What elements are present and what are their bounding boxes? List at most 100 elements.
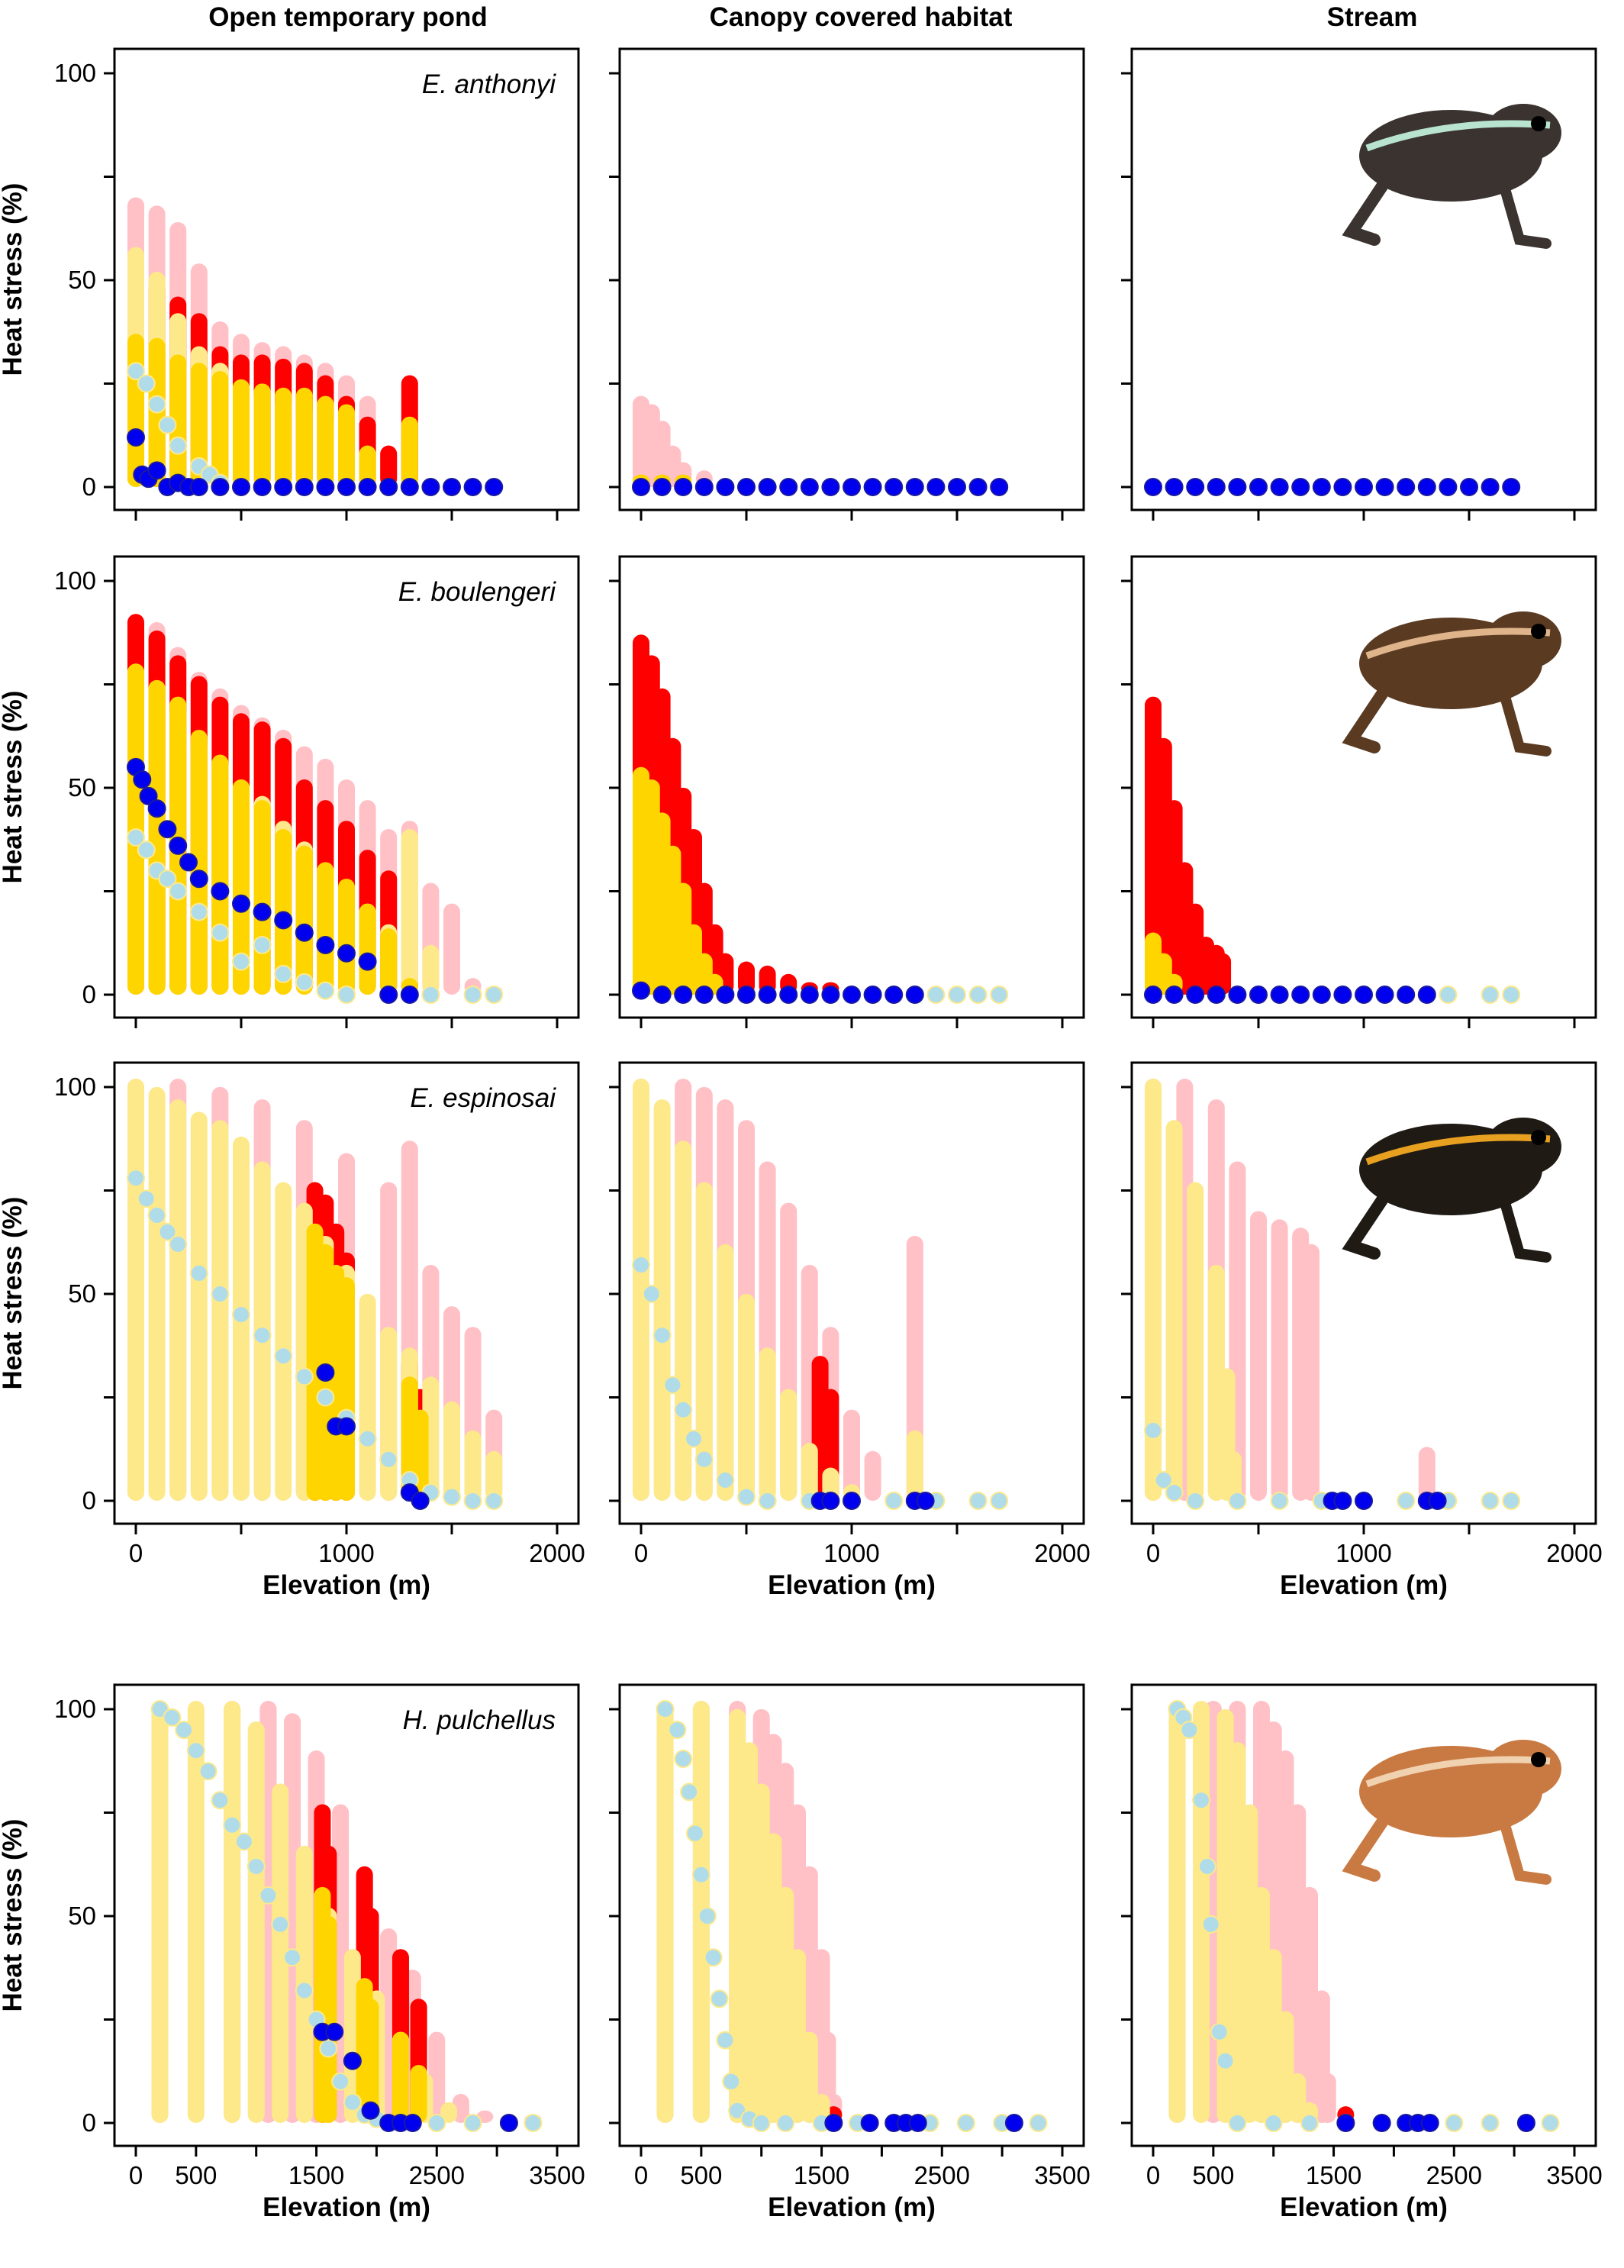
y-tick-label: 100	[54, 59, 96, 87]
series-pink	[633, 395, 713, 487]
point-blue	[716, 478, 735, 496]
point-light_blue	[232, 952, 250, 971]
point-light_yellow	[1168, 1701, 1186, 2123]
point-blue	[1291, 478, 1310, 496]
y-tick-label: 100	[54, 1695, 96, 1723]
series-blue	[810, 1492, 935, 1510]
x-tick-label: 500	[680, 2161, 722, 2189]
point-light_blue	[758, 1492, 777, 1510]
point-light_yellow	[485, 1450, 503, 1501]
point-light_blue	[716, 1470, 735, 1489]
point-blue	[337, 478, 356, 496]
point-blue	[1439, 478, 1458, 496]
point-gold	[359, 903, 376, 995]
point-light_blue	[158, 869, 177, 889]
point-light_blue	[198, 1762, 218, 1781]
point-blue	[1249, 986, 1268, 1004]
point-light_yellow	[759, 1347, 776, 1501]
point-blue	[485, 478, 504, 496]
data-points	[1144, 1079, 1521, 1510]
series-blue	[127, 757, 419, 1004]
point-light_blue	[223, 1815, 242, 1834]
point-blue	[403, 2114, 422, 2132]
point-blue	[400, 986, 419, 1004]
point-pink	[1271, 1219, 1288, 1501]
x-tick-label: 0	[1146, 1539, 1160, 1567]
species-label: E. espinosai	[410, 1083, 556, 1113]
point-light_blue	[668, 1721, 687, 1740]
point-blue	[463, 478, 482, 496]
point-light_blue	[685, 1429, 703, 1448]
panel-2-2	[609, 555, 1085, 1028]
panel-4-3: 0 500 1500 2500 3500 Elevation (m)	[1121, 1683, 1603, 2222]
x-tick-label: 500	[175, 2161, 217, 2189]
point-blue	[863, 478, 882, 496]
point-light_yellow	[190, 1111, 208, 1501]
x-tick-label: 0	[129, 1539, 143, 1567]
x-axis-title: Elevation (m)	[768, 2192, 936, 2222]
point-light_blue	[158, 415, 177, 434]
point-blue	[358, 952, 377, 971]
point-light_blue	[968, 1492, 988, 1510]
point-blue	[800, 478, 819, 496]
y-tick-label: 50	[68, 1279, 96, 1308]
point-light_blue	[169, 436, 188, 455]
point-blue	[1336, 2114, 1355, 2132]
panel-grid: 0 50 100 Heat stress (%) E. anthonyi 0 50 100 He…	[0, 47, 1603, 2222]
point-light_blue	[295, 973, 314, 992]
point-gold	[211, 754, 229, 995]
point-light_blue	[968, 986, 988, 1004]
point-light_blue	[186, 1741, 205, 1760]
point-blue	[361, 2101, 380, 2120]
point-light_yellow	[653, 1099, 671, 1501]
point-blue	[211, 882, 230, 901]
x-axis-title: Elevation (m)	[1280, 2192, 1448, 2222]
point-blue	[179, 853, 198, 872]
point-gold	[211, 371, 229, 487]
point-blue	[1186, 478, 1205, 496]
point-blue	[632, 478, 650, 496]
data-points	[127, 614, 504, 1004]
point-blue	[632, 981, 650, 1000]
series-blue	[632, 981, 924, 1004]
point-blue	[274, 478, 293, 496]
x-tick-label: 1000	[318, 1539, 374, 1567]
point-blue	[843, 986, 861, 1004]
y-axis-title: Heat stress (%)	[0, 691, 27, 884]
x-axis-title: Elevation (m)	[263, 2192, 430, 2222]
point-light_blue	[1197, 1857, 1216, 1876]
point-light_blue	[127, 828, 145, 847]
point-blue	[232, 478, 250, 496]
point-blue	[1004, 2114, 1023, 2132]
point-blue	[211, 478, 230, 496]
point-light_yellow	[717, 1244, 734, 1501]
point-gold	[253, 383, 271, 487]
point-light_blue	[1165, 1483, 1184, 1502]
y-tick-label: 0	[82, 2108, 96, 2137]
point-blue	[316, 478, 335, 496]
data-points	[656, 1700, 1048, 2132]
point-light_blue	[158, 1222, 177, 1241]
x-tick-label: 1000	[823, 1539, 879, 1567]
point-blue	[1516, 2114, 1535, 2132]
point-light_yellow	[272, 1783, 289, 2123]
point-blue	[821, 1492, 840, 1510]
point-light_blue	[990, 1492, 1009, 1510]
point-light_blue	[1192, 1791, 1211, 1810]
point-blue	[1312, 986, 1331, 1004]
point-light_blue	[379, 1450, 398, 1469]
frog-photo-anthonyi	[1342, 104, 1561, 249]
point-blue	[337, 944, 356, 963]
y-tick-label: 50	[68, 773, 96, 802]
point-blue	[316, 935, 335, 954]
point-light_yellow	[169, 1099, 187, 1501]
x-tick-label: 3500	[529, 2161, 585, 2189]
x-tick-label: 1500	[794, 2161, 849, 2189]
point-blue	[253, 478, 272, 496]
series-gold	[314, 1886, 427, 2123]
panel-1-2	[609, 47, 1085, 521]
point-light_yellow	[1224, 1450, 1242, 1501]
data-points	[1144, 696, 1521, 1004]
